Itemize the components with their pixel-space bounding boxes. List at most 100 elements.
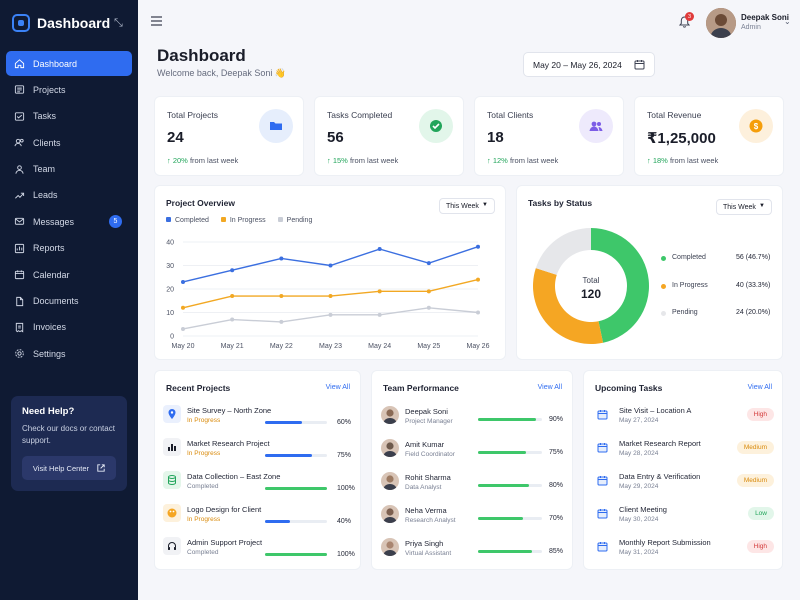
sidebar: Dashboard ⤡ Dashboard Projects Tasks Client… bbox=[0, 0, 138, 600]
team-member-row[interactable]: Deepak Soni Project Manager 90% bbox=[372, 404, 574, 434]
member-role: Research Analyst bbox=[405, 517, 456, 524]
task-row[interactable]: Data Entry & Verification May 29, 2024 Med… bbox=[584, 470, 784, 500]
stat-card-total-projects[interactable]: Total Projects 24 ↑ 20% from last week bbox=[154, 96, 304, 176]
upcoming-tasks-view-all[interactable]: View All bbox=[747, 384, 772, 391]
sidebar-item-projects[interactable]: Projects bbox=[6, 77, 132, 102]
project-row[interactable]: Site Survey – North Zone In Progress 60% bbox=[155, 403, 362, 433]
stat-label: Total Projects bbox=[167, 110, 219, 120]
sidebar-item-documents[interactable]: Documents bbox=[6, 289, 132, 314]
sidebar-item-label: Settings bbox=[33, 348, 66, 359]
performance-pct: 70% bbox=[549, 515, 564, 522]
calendar-icon bbox=[597, 542, 608, 552]
sidebar-item-reports[interactable]: Reports bbox=[6, 236, 132, 261]
messages-icon bbox=[14, 218, 25, 226]
recent-projects-view-all[interactable]: View All bbox=[325, 384, 350, 391]
tasks-status-title: Tasks by Status bbox=[528, 198, 593, 208]
legend-item-pending: Pending bbox=[277, 217, 312, 224]
database-icon bbox=[168, 475, 176, 486]
task-row[interactable]: Monthly Report Submission May 31, 2024 Hig… bbox=[584, 536, 784, 566]
data-point bbox=[426, 305, 431, 310]
sidebar-item-invoices[interactable]: Invoices bbox=[6, 315, 132, 340]
slice-pct: 46.7% bbox=[748, 254, 768, 261]
member-role: Data Analyst bbox=[405, 484, 442, 491]
team-member-row[interactable]: Amit Kumar Field Coordinator 75% bbox=[372, 437, 574, 467]
project-row[interactable]: Admin Support Project Completed 100% bbox=[155, 535, 362, 565]
calendar-icon bbox=[634, 60, 645, 70]
sidebar-item-team[interactable]: Team bbox=[6, 157, 132, 182]
slice-paren-open: ( bbox=[743, 281, 749, 289]
team-performance-view-all[interactable]: View All bbox=[537, 384, 562, 391]
x-tick-label: May 26 bbox=[467, 343, 490, 350]
team-member-row[interactable]: Priya Singh Virtual Assistant 85% bbox=[372, 536, 574, 566]
project-overview-filter[interactable]: This Week ▼ bbox=[439, 198, 495, 214]
project-row[interactable]: Logo Design for Client In Progress 40% bbox=[155, 502, 362, 532]
avatar-image bbox=[383, 541, 397, 556]
legend-label: In Progress bbox=[672, 281, 708, 289]
chevron-down-icon[interactable]: ⌄ bbox=[784, 17, 791, 26]
team-member-row[interactable]: Neha Verma Research Analyst 70% bbox=[372, 503, 574, 533]
performance-fill bbox=[478, 418, 536, 421]
member-name: Rohit Sharma bbox=[405, 473, 451, 482]
user-avatar[interactable] bbox=[706, 8, 736, 38]
project-row[interactable]: Market Research Project In Progress 75% bbox=[155, 436, 362, 466]
data-point bbox=[328, 263, 333, 268]
users-icon bbox=[589, 121, 603, 131]
sidebar-item-leads[interactable]: Leads bbox=[6, 183, 132, 208]
stat-change-pct: 20% bbox=[172, 156, 188, 165]
sidebar-item-dashboard[interactable]: Dashboard bbox=[6, 51, 132, 76]
team-member-row[interactable]: Rohit Sharma Data Analyst 80% bbox=[372, 470, 574, 500]
avatar-image bbox=[706, 8, 736, 38]
stat-card-tasks-completed[interactable]: Tasks Completed 56 ↑ 15% from last week bbox=[314, 96, 464, 176]
help-text: Check our docs or contact support. bbox=[22, 424, 115, 445]
date-range-picker[interactable]: May 20 – May 26, 2024 bbox=[523, 52, 655, 77]
performance-track bbox=[478, 418, 542, 421]
project-status: Completed bbox=[187, 549, 219, 556]
performance-track bbox=[478, 484, 542, 487]
x-tick-label: May 25 bbox=[417, 343, 440, 350]
sidebar-item-label: Team bbox=[33, 164, 56, 175]
task-row[interactable]: Market Research Report May 28, 2024 Medium bbox=[584, 437, 784, 467]
task-date: May 31, 2024 bbox=[619, 549, 659, 556]
performance-track bbox=[478, 517, 542, 520]
project-overview-title: Project Overview bbox=[166, 198, 235, 208]
legend-swatch bbox=[277, 217, 283, 222]
user-name[interactable]: Deepak Soni bbox=[741, 13, 790, 22]
sidebar-item-label: Messages bbox=[33, 216, 75, 227]
stat-change: ↑ 12% from last week bbox=[487, 156, 558, 165]
calendar-icon bbox=[597, 509, 608, 519]
map-pin-icon bbox=[168, 409, 176, 419]
slice-count: 40 bbox=[736, 281, 744, 289]
visit-help-center-button[interactable]: Visit Help Center bbox=[22, 456, 116, 480]
project-row[interactable]: Data Collection – East Zone Completed 100% bbox=[155, 469, 362, 499]
menu-icon[interactable] bbox=[151, 16, 162, 26]
member-role: Field Coordinator bbox=[405, 451, 455, 458]
tasks-status-filter[interactable]: This Week ▼ bbox=[716, 199, 772, 215]
performance-track bbox=[478, 451, 542, 454]
sidebar-item-settings[interactable]: Settings bbox=[6, 341, 132, 366]
data-point bbox=[377, 289, 382, 294]
collapse-sidebar-icon[interactable]: ⤡ bbox=[114, 17, 123, 29]
member-avatar bbox=[381, 472, 399, 490]
task-row[interactable]: Client Meeting May 30, 2024 Low bbox=[584, 503, 784, 533]
task-row[interactable]: Site Visit – Location A May 27, 2024 High bbox=[584, 404, 784, 434]
brand-logo-icon bbox=[12, 14, 30, 32]
brand[interactable]: Dashboard bbox=[12, 14, 110, 32]
member-role: Project Manager bbox=[405, 418, 453, 425]
coin-icon: $ bbox=[749, 119, 763, 133]
legend-swatch bbox=[220, 217, 226, 222]
sidebar-item-messages[interactable]: Messages 5 bbox=[6, 209, 132, 234]
recent-projects-title: Recent Projects bbox=[166, 383, 231, 393]
stat-card-total-clients[interactable]: Total Clients 18 ↑ 12% from last week bbox=[474, 96, 624, 176]
sidebar-item-clients[interactable]: Clients bbox=[6, 130, 132, 155]
sidebar-item-tasks[interactable]: Tasks bbox=[6, 104, 132, 129]
donut-total-label: Total bbox=[583, 276, 600, 285]
date-range-text: May 20 – May 26, 2024 bbox=[533, 59, 622, 70]
y-tick-label: 20 bbox=[166, 287, 174, 294]
sidebar-item-label: Calendar bbox=[33, 269, 70, 280]
team-icon bbox=[15, 164, 24, 174]
project-icon-wrap bbox=[163, 471, 181, 489]
series-line-in-progress bbox=[182, 278, 479, 309]
sidebar-item-calendar[interactable]: Calendar bbox=[6, 262, 132, 287]
task-date: May 30, 2024 bbox=[619, 516, 659, 523]
stat-card-total-revenue[interactable]: Total Revenue ₹1,25,000 ↑ 18% from last we… bbox=[634, 96, 784, 176]
